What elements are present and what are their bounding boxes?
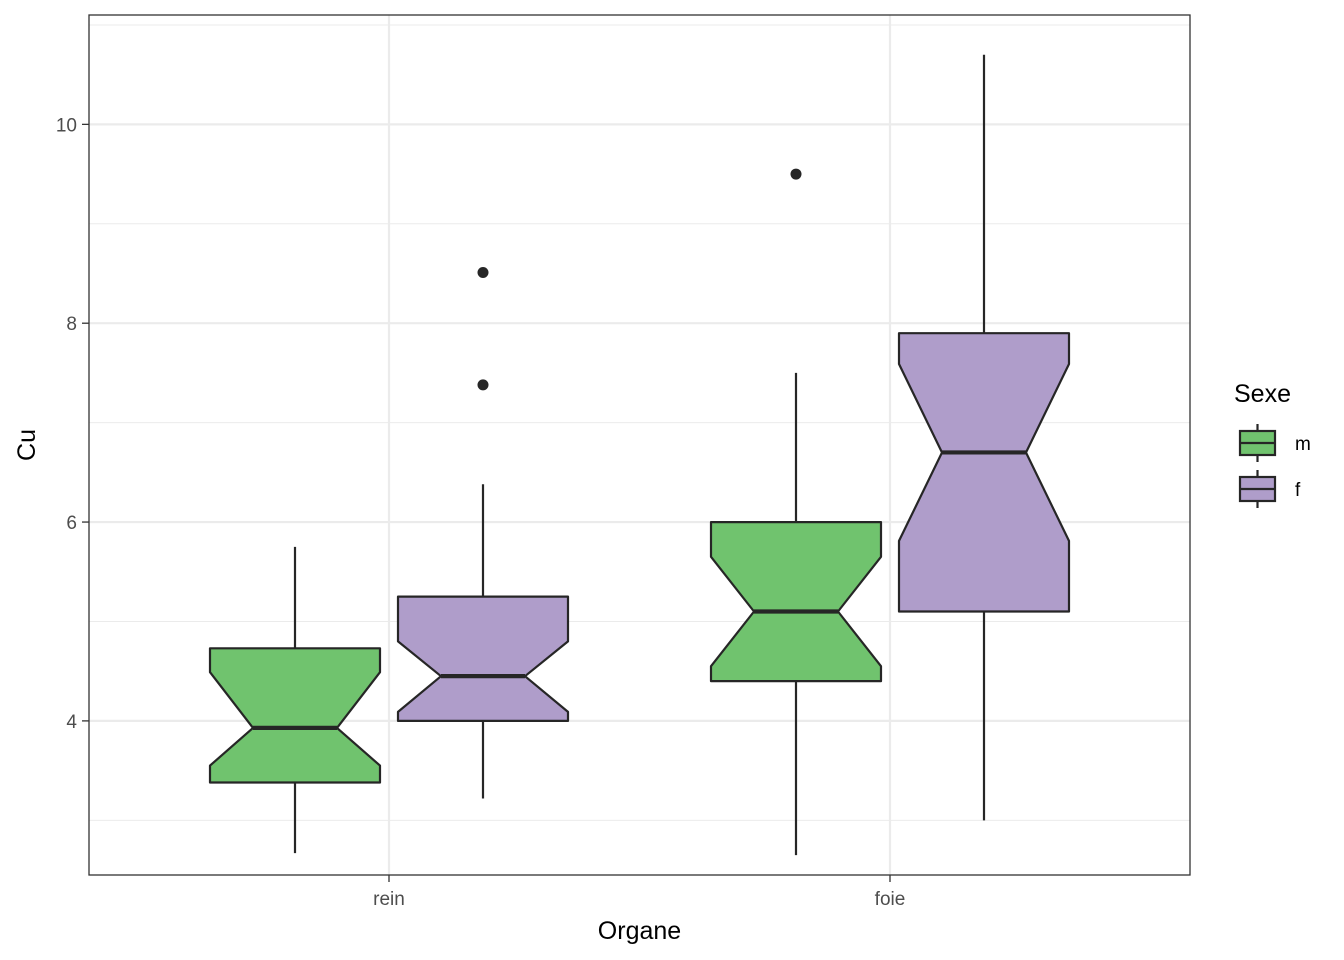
- outlier-point: [477, 267, 489, 279]
- box-rein-f: [396, 267, 570, 799]
- outlier-point: [790, 168, 802, 180]
- x-tick-label-foie: foie: [875, 889, 906, 910]
- legend: Sexe m f: [1234, 380, 1311, 508]
- y-tick-label: 10: [56, 115, 77, 136]
- y-tick-label: 8: [66, 314, 77, 335]
- box-body: [897, 332, 1071, 613]
- box-body: [396, 595, 570, 723]
- legend-title: Sexe: [1234, 380, 1291, 408]
- boxplot-layer: [208, 54, 1071, 856]
- box-foie-f: [897, 54, 1071, 821]
- outlier-point: [477, 379, 489, 391]
- axes: 4 6 8 10 rein foie: [56, 115, 905, 910]
- x-axis-title: Organe: [598, 917, 681, 945]
- legend-item-f: f: [1238, 470, 1301, 508]
- y-tick-label: 6: [66, 513, 77, 534]
- box-rein-m: [208, 546, 382, 854]
- plot-panel-border: [88, 14, 1191, 876]
- y-axis-title: Cu: [13, 429, 41, 461]
- legend-label: m: [1295, 434, 1311, 455]
- box-foie-m: [709, 168, 883, 856]
- x-tick-label-rein: rein: [373, 889, 405, 910]
- box-body: [208, 647, 382, 784]
- y-tick-label: 4: [66, 712, 77, 733]
- box-body: [709, 520, 883, 683]
- legend-label: f: [1295, 480, 1301, 501]
- legend-item-m: m: [1238, 424, 1311, 462]
